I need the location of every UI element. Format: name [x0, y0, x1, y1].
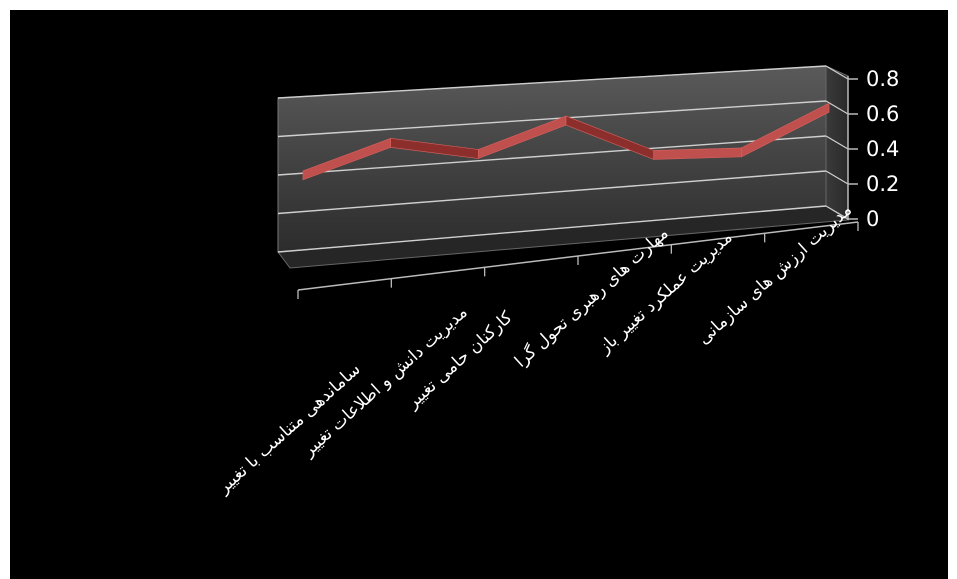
y-tick-label: 0.4: [866, 137, 899, 161]
y-tick-label: 0: [866, 207, 879, 231]
series-ribbon: [302, 102, 830, 181]
line-chart-3d: 00.20.40.60.8 ساماندهی متناسب با تغییرمد…: [213, 65, 899, 498]
y-tick-label: 0.6: [866, 102, 899, 126]
x-axis: [297, 221, 859, 299]
y-tick-label: 0.8: [866, 67, 899, 91]
y-tick-label: 0.2: [866, 172, 899, 196]
gridline-side: [825, 205, 849, 220]
gridline-side: [825, 65, 849, 80]
gridline-side: [825, 135, 849, 150]
chart-area: 0 0.2 0.4 0.6 0.8 ساماندهی متناسب با تغییر مد…: [10, 10, 948, 579]
gridline: [277, 65, 827, 99]
gridline: [277, 135, 827, 176]
line-segment: [741, 102, 830, 158]
gridline-side: [825, 170, 849, 185]
gridlines: [277, 65, 849, 253]
y-axis: 0 0.2 0.4 0.6 0.8: [847, 67, 899, 231]
gridline-side: [825, 100, 849, 115]
gridline: [277, 205, 827, 253]
gridline: [277, 100, 827, 138]
gridline: [277, 170, 827, 215]
